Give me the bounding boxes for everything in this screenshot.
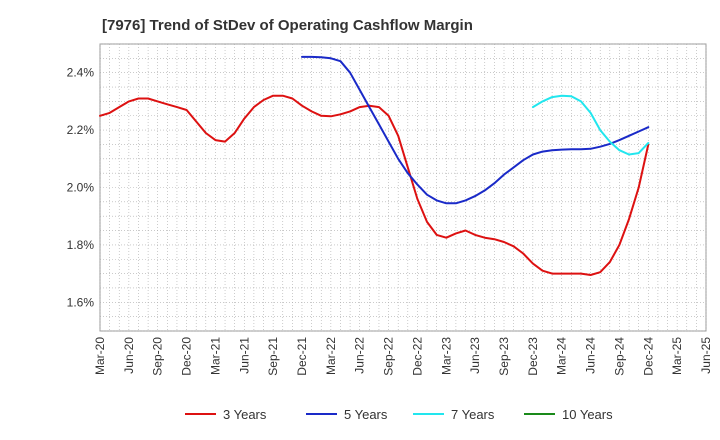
x-axis: Mar-20 Jun-20 Sep-20 Dec-20 Mar-21 Jun-21 Sep-… [93,337,713,376]
y-tick-label: 2.0% [67,181,95,195]
y-tick-label: 2.4% [67,66,95,80]
series-line-5-years [301,55,650,205]
legend-label-7-years: 7 Years [451,407,495,422]
x-tick-label: Mar-24 [555,337,569,375]
series-line-3-years [99,94,650,276]
x-tick-label: Sep-23 [497,337,511,376]
x-tick-label: Sep-24 [612,337,626,376]
series-line-7-years [531,94,650,156]
x-tick-label: Dec-22 [410,337,424,376]
x-tick-label: Dec-21 [295,337,309,376]
x-tick-label: Mar-20 [93,337,107,375]
y-tick-label: 1.8% [67,238,95,252]
legend-label-3-years: 3 Years [223,407,267,422]
y-tick-label: 2.2% [67,123,95,137]
y-tick-label: 1.6% [67,295,95,309]
x-tick-label: Jun-25 [699,337,713,374]
x-tick-label: Jun-24 [584,337,598,374]
series-lines [99,55,650,276]
x-tick-label: Sep-22 [382,337,396,376]
x-tick-label: Dec-23 [526,337,540,376]
x-tick-label: Mar-21 [208,337,222,375]
x-tick-label: Mar-25 [670,337,684,375]
x-tick-label: Jun-20 [122,337,136,374]
x-tick-label: Dec-20 [180,337,194,376]
x-tick-label: Jun-21 [237,337,251,374]
y-axis: 1.6% 1.8% 2.0% 2.2% 2.4% [67,66,95,310]
x-tick-label: Jun-22 [353,337,367,374]
legend: 3 Years 5 Years 7 Years 10 Years [185,407,613,422]
x-tick-label: Jun-23 [468,337,482,374]
x-tick-label: Mar-23 [439,337,453,375]
legend-label-10-years: 10 Years [562,407,613,422]
x-tick-label: Sep-20 [151,337,165,376]
x-tick-label: Mar-22 [324,337,338,375]
legend-label-5-years: 5 Years [344,407,388,422]
x-tick-label: Dec-24 [641,337,655,376]
chart-title: [7976] Trend of StDev of Operating Cashf… [102,17,473,34]
x-tick-label: Sep-21 [266,337,280,376]
